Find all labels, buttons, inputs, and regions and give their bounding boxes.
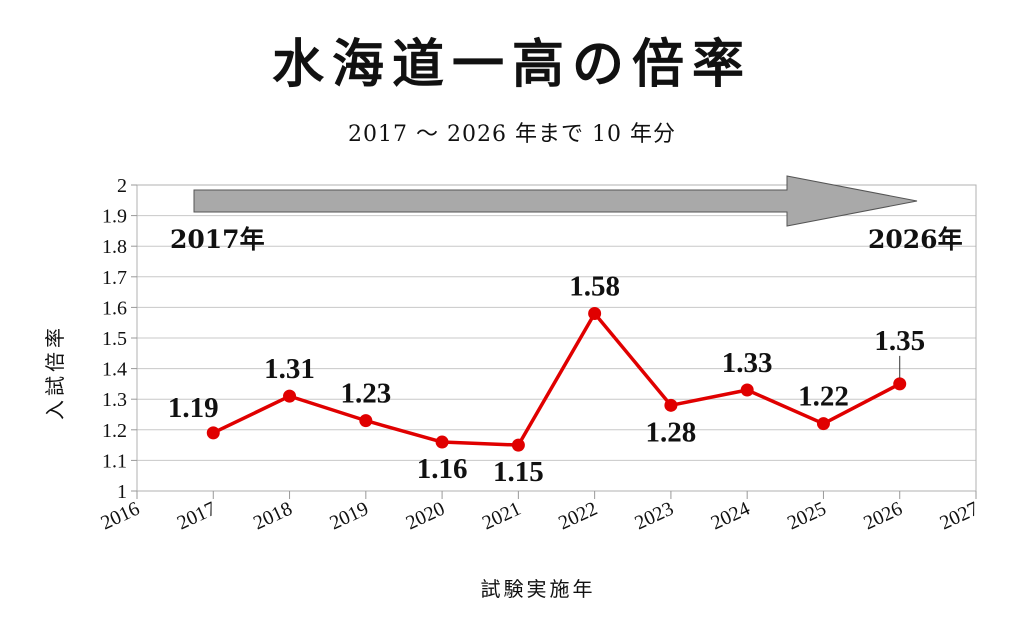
y-tick-label: 1.6: [102, 297, 127, 319]
data-label: 1.35: [874, 325, 925, 357]
page-subtitle: 2017 ～ 2026 年まで 10 年分: [348, 122, 676, 147]
x-tick-label: 2027: [937, 498, 983, 535]
x-tick-label: 2021: [479, 498, 525, 535]
x-tick-label: 2023: [631, 498, 677, 535]
range-arrow: [193, 175, 918, 227]
series: [206, 307, 907, 452]
data-point: [588, 307, 602, 321]
y-tick-label: 1.2: [102, 420, 127, 442]
arrow-start-label: 2017年: [170, 225, 265, 254]
data-label: 1.28: [646, 416, 697, 448]
y-tick-label: 1.8: [102, 236, 127, 258]
data-point: [893, 377, 907, 391]
y-axis-label: 入試倍率: [43, 324, 67, 420]
data-label: 1.16: [417, 453, 468, 485]
data-label: 1.33: [722, 347, 773, 379]
y-tick-label: 1.3: [102, 389, 127, 411]
arrow-end-label: 2026年: [868, 225, 963, 254]
x-tick-label: 2024: [708, 498, 754, 535]
data-point: [740, 383, 754, 397]
y-tick-label: 1.1: [102, 450, 127, 472]
y-tick-label: 2: [117, 175, 127, 197]
data-point: [435, 435, 449, 449]
arrow-annotation: 2017年 2026年: [170, 175, 963, 254]
x-tick-label: 2025: [784, 498, 830, 535]
x-tick-label: 2020: [403, 498, 449, 535]
x-tick-label: 2026: [860, 498, 906, 535]
grid-lines: [136, 184, 977, 492]
data-point: [664, 398, 678, 412]
x-tick-label: 2016: [98, 498, 144, 535]
x-axis-label: 試験実施年: [481, 577, 596, 601]
data-point: [511, 438, 525, 452]
data-label: 1.58: [569, 271, 620, 303]
data-labels: 1.19 1.31 1.23 1.16 1.15 1.58 1.28 1.33 1.22 1.35: [168, 271, 925, 489]
data-point: [206, 426, 220, 440]
y-tick-label: 1.4: [102, 359, 127, 381]
series-line: [212, 311, 901, 447]
y-tick-label: 1.5: [102, 328, 127, 350]
data-label: 1.15: [493, 456, 544, 488]
data-label: 1.22: [798, 381, 849, 413]
x-tick-label: 2022: [555, 498, 601, 535]
x-tick-label: 2019: [326, 498, 372, 535]
y-tick-label: 1: [117, 481, 127, 503]
data-label: 1.19: [168, 392, 219, 424]
page-title: 水海道一高の倍率: [271, 34, 752, 95]
data-point: [816, 417, 830, 431]
data-label: 1.23: [340, 378, 391, 410]
data-point: [283, 389, 297, 403]
y-tick-label: 1.9: [102, 206, 127, 228]
data-point: [359, 414, 373, 428]
x-tick-label: 2017: [174, 498, 220, 535]
data-label: 1.31: [264, 353, 315, 385]
x-tick-label: 2018: [250, 498, 296, 535]
y-tick-label: 1.7: [102, 267, 127, 289]
